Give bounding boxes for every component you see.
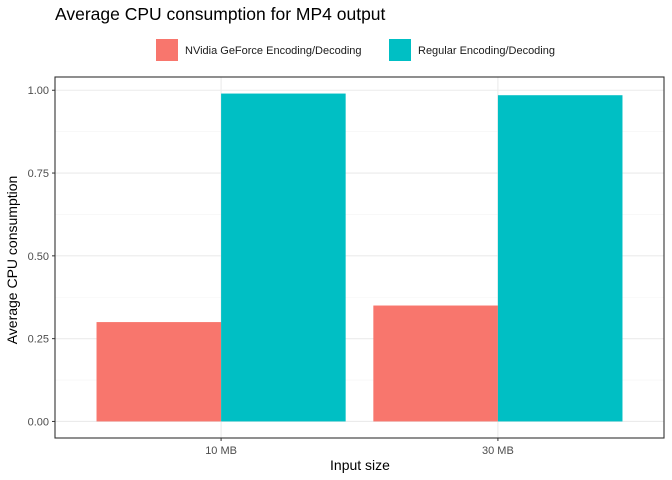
legend-label-nvidia: NVidia GeForce Encoding/Decoding bbox=[185, 45, 362, 57]
y-axis-title: Average CPU consumption bbox=[4, 176, 20, 345]
bars bbox=[96, 93, 623, 422]
y-tick-label: 0.50 bbox=[28, 251, 49, 263]
y-tick-label: 0.25 bbox=[28, 334, 49, 346]
y-tick-label: 1.00 bbox=[28, 85, 49, 97]
bar-regular-10mb bbox=[221, 93, 346, 422]
panel-border bbox=[54, 76, 665, 439]
bar-nvidia-30mb bbox=[373, 305, 498, 422]
x-tick-label: 10 MB bbox=[205, 445, 237, 457]
legend-key-nvidia bbox=[156, 39, 178, 61]
bar-nvidia-10mb bbox=[96, 322, 222, 422]
bar-regular-30mb bbox=[497, 95, 623, 422]
chart-title: Average CPU consumption for MP4 output bbox=[55, 4, 386, 24]
y-axis: 0.00 0.25 0.50 0.75 1.00 bbox=[28, 85, 55, 428]
y-tick-label: 0.75 bbox=[28, 168, 49, 180]
legend-key-regular bbox=[389, 39, 411, 61]
legend-label-regular: Regular Encoding/Decoding bbox=[418, 45, 555, 57]
x-tick-label: 30 MB bbox=[482, 445, 514, 457]
x-axis-title: Input size bbox=[330, 457, 390, 473]
x-axis: 10 MB 30 MB bbox=[205, 438, 514, 457]
legend: NVidia GeForce Encoding/Decoding Regular… bbox=[156, 39, 555, 61]
y-tick-label: 0.00 bbox=[28, 416, 49, 428]
